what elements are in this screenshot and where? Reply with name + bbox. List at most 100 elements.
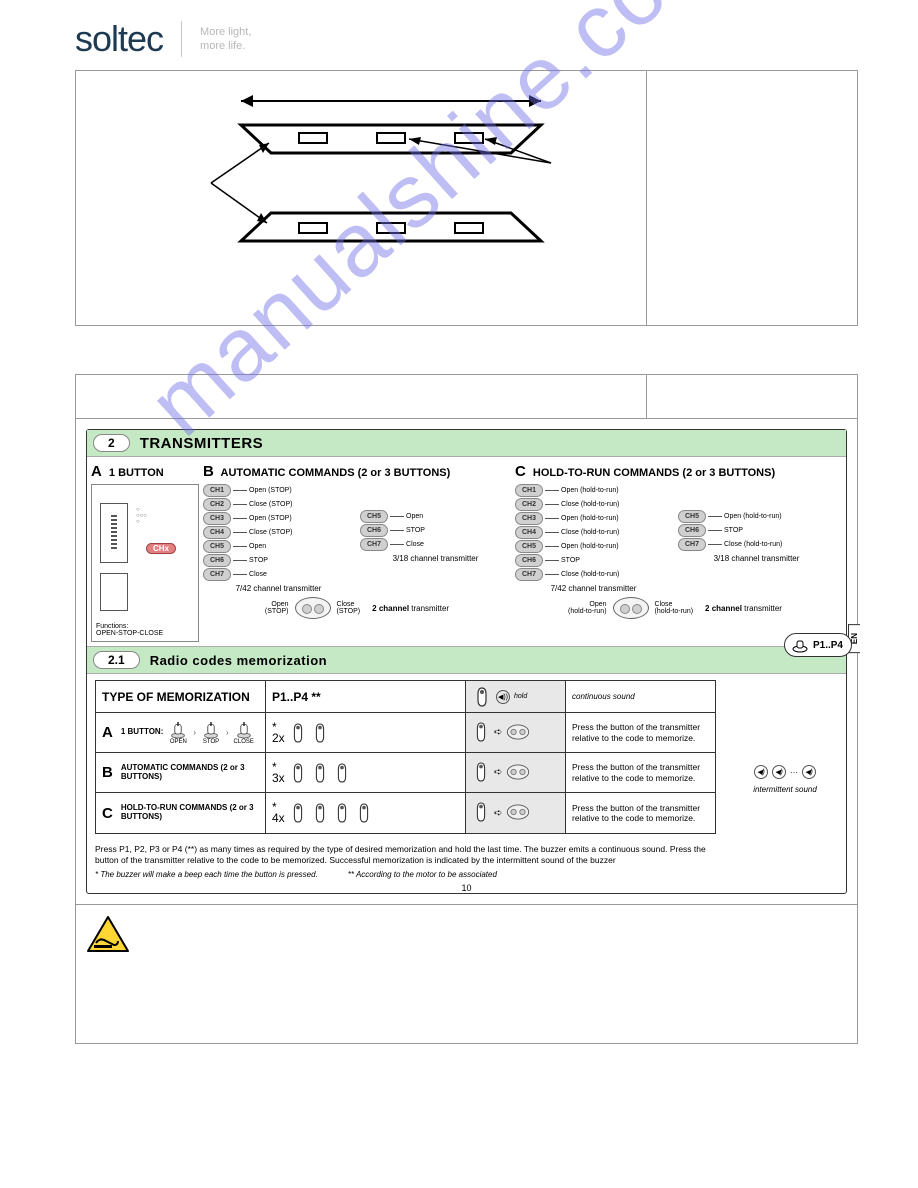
p1p4-float: P1..P4 [784, 633, 852, 657]
channel-line: CH7Close [203, 568, 354, 581]
keyfob-icon [613, 597, 649, 619]
channel-chip: CH5 [515, 540, 543, 553]
channel-chip: CH1 [515, 484, 543, 497]
channel-line: CH5 Open (hold-to-run) [515, 540, 672, 553]
channel-chip: CH5 [203, 540, 231, 553]
memo-head-row: TYPE OF MEMORIZATION P1..P4 ** ◀)) hold … [96, 681, 715, 713]
memo-row: A1 BUTTON:OPEN›STOP›CLOSE*2x➪Press the b… [96, 713, 715, 753]
push-button-icon: CLOSE [235, 721, 253, 745]
tagline-line2: more life. [200, 39, 251, 53]
col-a-letter: A [91, 463, 102, 480]
channel-line: CH7Close [360, 538, 511, 551]
channel-label: Open [406, 513, 423, 520]
memo-foot1: * The buzzer will make a beep each time … [95, 870, 318, 879]
channel-line: CH7 Close (hold-to-run) [678, 538, 835, 551]
fob-b-open: Open [271, 601, 288, 608]
warning-icon [86, 915, 130, 953]
channel-line: CH6STOP [360, 524, 511, 537]
warning-row [76, 904, 857, 978]
channel-label: STOP [724, 527, 743, 534]
channel-chip: CH5 [678, 510, 706, 523]
memo-row: CHOLD-TO-RUN COMMANDS (2 or 3 BUTTONS)*4… [96, 793, 715, 833]
transmitter-columns: A 1 BUTTON ○○○○○ CHx Functions: OPEN-STO [87, 457, 846, 646]
channel-line: CH5 Open [203, 540, 354, 553]
brand-logo: soltec [75, 18, 163, 60]
fob-c-open2: (hold-to-run) [568, 608, 607, 615]
memo-head-hold: ◀)) hold [466, 681, 566, 712]
col-a-fn-value: OPEN-STOP-CLOSE [96, 630, 163, 637]
section-21-title: Radio codes memorization [150, 653, 327, 668]
memorization-table: TYPE OF MEMORIZATION P1..P4 ** ◀)) hold … [95, 680, 716, 834]
section-21-badge: 2.1 [93, 651, 140, 669]
col-c-fob: Open (hold-to-run) Close (hold-to-run) 2… [515, 597, 835, 619]
channel-label: Close (STOP) [249, 529, 292, 536]
channel-line: CH6STOP [203, 554, 354, 567]
channel-line: CH4Close (hold-to-run) [515, 526, 672, 539]
col-b-left-cap: 7/42 channel transmitter [203, 584, 354, 593]
speaker-icon: ◀) [754, 765, 768, 779]
channel-label: Close (hold-to-run) [561, 529, 619, 536]
finger-hold-icon [472, 760, 490, 786]
col-a-diagram: ○○○○○ CHx Functions: OPEN-STOP-CLOSE [91, 484, 199, 642]
channel-label: Open [249, 543, 266, 550]
speaker-icon: ◀) [802, 765, 816, 779]
channel-line: CH5Open (hold-to-run) [678, 510, 835, 523]
channel-line: CH5Open [360, 510, 511, 523]
section-2-badge: 2 [93, 434, 130, 452]
memo-side-column: ◀) ◀) ··· ◀) intermittent sound [724, 674, 846, 885]
channel-line: CH4Close (STOP) [203, 526, 354, 539]
finger-hold-icon [472, 720, 490, 746]
channel-label: Open (STOP) [249, 515, 292, 522]
channel-label: Close (hold-to-run) [724, 541, 782, 548]
diagram-panel [75, 70, 858, 326]
keyfob-icon [506, 724, 530, 742]
channel-chip: CH6 [203, 554, 231, 567]
col-c-letter: C [515, 463, 526, 480]
col-b-right-cap: 3/18 channel transmitter [360, 554, 511, 563]
memo-note: Press P1, P2, P3 or P4 (**) as many time… [87, 838, 724, 868]
fob-b-close2: (STOP) [337, 608, 361, 615]
col-c-right: CH5Open (hold-to-run)CH6STOPCH7 Close (ho… [678, 484, 835, 593]
channel-line: CH2 Close (STOP) [203, 498, 354, 511]
fob-b-open2: (STOP) [265, 608, 289, 615]
awning-diagram [76, 71, 647, 325]
col-a-title: 1 BUTTON [109, 467, 164, 479]
channel-label: Close [406, 541, 424, 548]
col-c-title: HOLD-TO-RUN COMMANDS (2 or 3 BUTTONS) [533, 467, 775, 479]
col-c-right-cap: 3/18 channel transmitter [678, 554, 835, 563]
memo-head-c2: P1..P4 ** [266, 681, 466, 712]
page-header: soltec More light, more life. [0, 0, 918, 70]
channel-label: Open (hold-to-run) [561, 543, 619, 550]
section-2-title: TRANSMITTERS [140, 435, 264, 452]
memorization-area: TYPE OF MEMORIZATION P1..P4 ** ◀)) hold … [87, 674, 846, 885]
fob-c-close2: (hold-to-run) [655, 608, 694, 615]
memo-head-sound: continuous sound [566, 681, 715, 712]
channel-label: Close (hold-to-run) [561, 571, 619, 578]
transmitters-box: EN 2 TRANSMITTERS A 1 BUTTON [86, 429, 847, 894]
intermittent-label: intermittent sound [753, 785, 817, 794]
channel-line: CH7 Close (hold-to-run) [515, 568, 672, 581]
channel-chip: CH7 [678, 538, 706, 551]
channel-line: CH1Open (STOP) [203, 484, 354, 497]
channel-line: CH6STOP [515, 554, 672, 567]
channel-label: Close [249, 571, 267, 578]
push-button-icon [791, 637, 809, 653]
channel-chip: CH3 [203, 512, 231, 525]
channel-label: Open (STOP) [249, 487, 292, 494]
p1p4-label: P1..P4 [813, 640, 843, 651]
ellipsis-icon: ··· [790, 768, 798, 777]
channel-label: Open (hold-to-run) [561, 515, 619, 522]
channel-line: CH3Open (hold-to-run) [515, 512, 672, 525]
channel-line: CH2Close (hold-to-run) [515, 498, 672, 511]
channel-chip: CH2 [203, 498, 231, 511]
channel-line: CH6STOP [678, 524, 835, 537]
brand-tagline: More light, more life. [200, 25, 251, 54]
channel-label: Close (STOP) [249, 501, 292, 508]
memo-head-c1: TYPE OF MEMORIZATION [96, 681, 266, 712]
fob-c-close: Close [655, 601, 673, 608]
channel-chip: CH6 [360, 524, 388, 537]
channel-chip: CH7 [515, 568, 543, 581]
col-c-left: CH1 Open (hold-to-run) CH2Close (hold-to-r… [515, 484, 672, 593]
channel-chip: CH6 [515, 554, 543, 567]
memo-foot2: ** According to the motor to be associat… [348, 870, 497, 879]
